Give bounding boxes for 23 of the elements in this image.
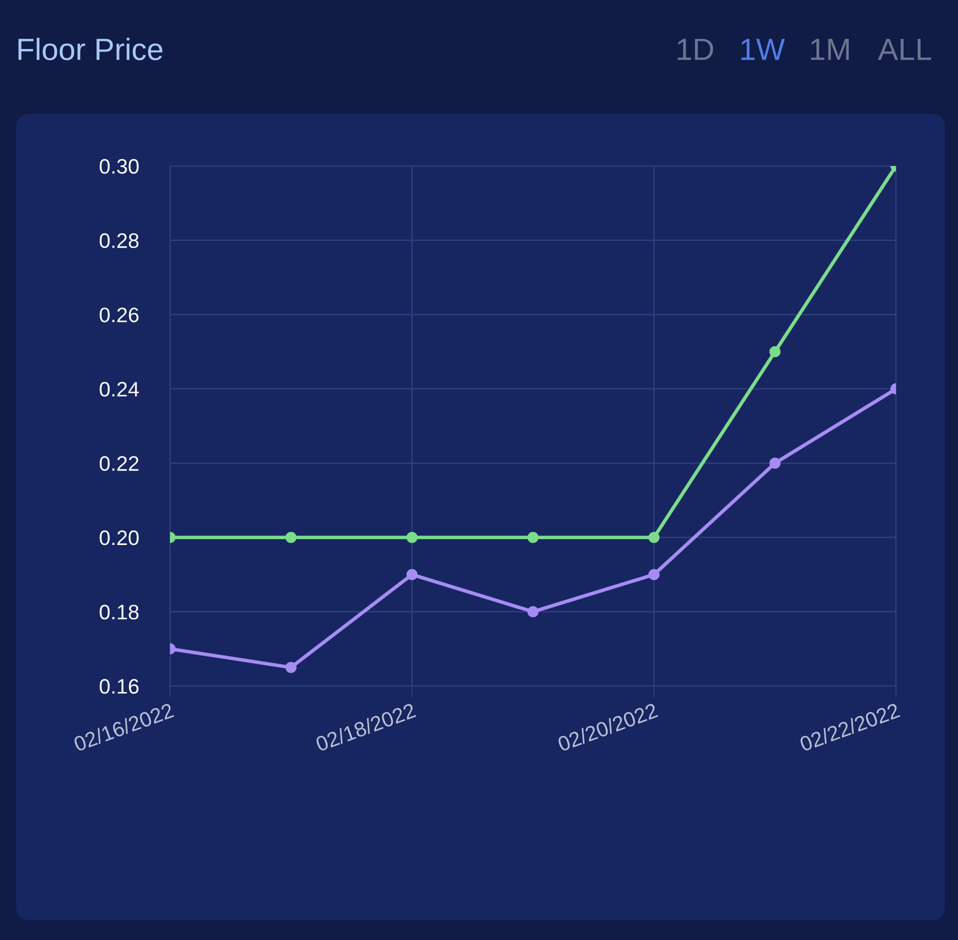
point — [648, 532, 660, 543]
y-tick-label: 0.28 — [100, 233, 139, 248]
point — [285, 662, 297, 673]
point — [285, 532, 297, 543]
y-tick-label: 0.16 — [100, 679, 139, 694]
point — [406, 569, 418, 580]
point — [527, 606, 539, 618]
y-tick-label: 0.30 — [100, 159, 139, 174]
y-tick-label: 0.22 — [100, 456, 138, 471]
chart-title: Floor Price — [18, 38, 162, 60]
point — [769, 346, 781, 358]
text: ALL — [878, 38, 932, 60]
y-tick-label: 0.26 — [100, 308, 139, 322]
point — [648, 569, 660, 580]
y-tick-label: 0.18 — [100, 604, 139, 620]
y-tick-label: 0.24 — [100, 382, 139, 397]
text: 1D — [678, 38, 714, 60]
y-tick-label: 0.20 — [100, 530, 139, 546]
point — [527, 532, 539, 543]
text: 1M — [811, 38, 849, 60]
point — [406, 532, 418, 543]
text: 1W — [741, 38, 785, 60]
point — [769, 458, 781, 469]
